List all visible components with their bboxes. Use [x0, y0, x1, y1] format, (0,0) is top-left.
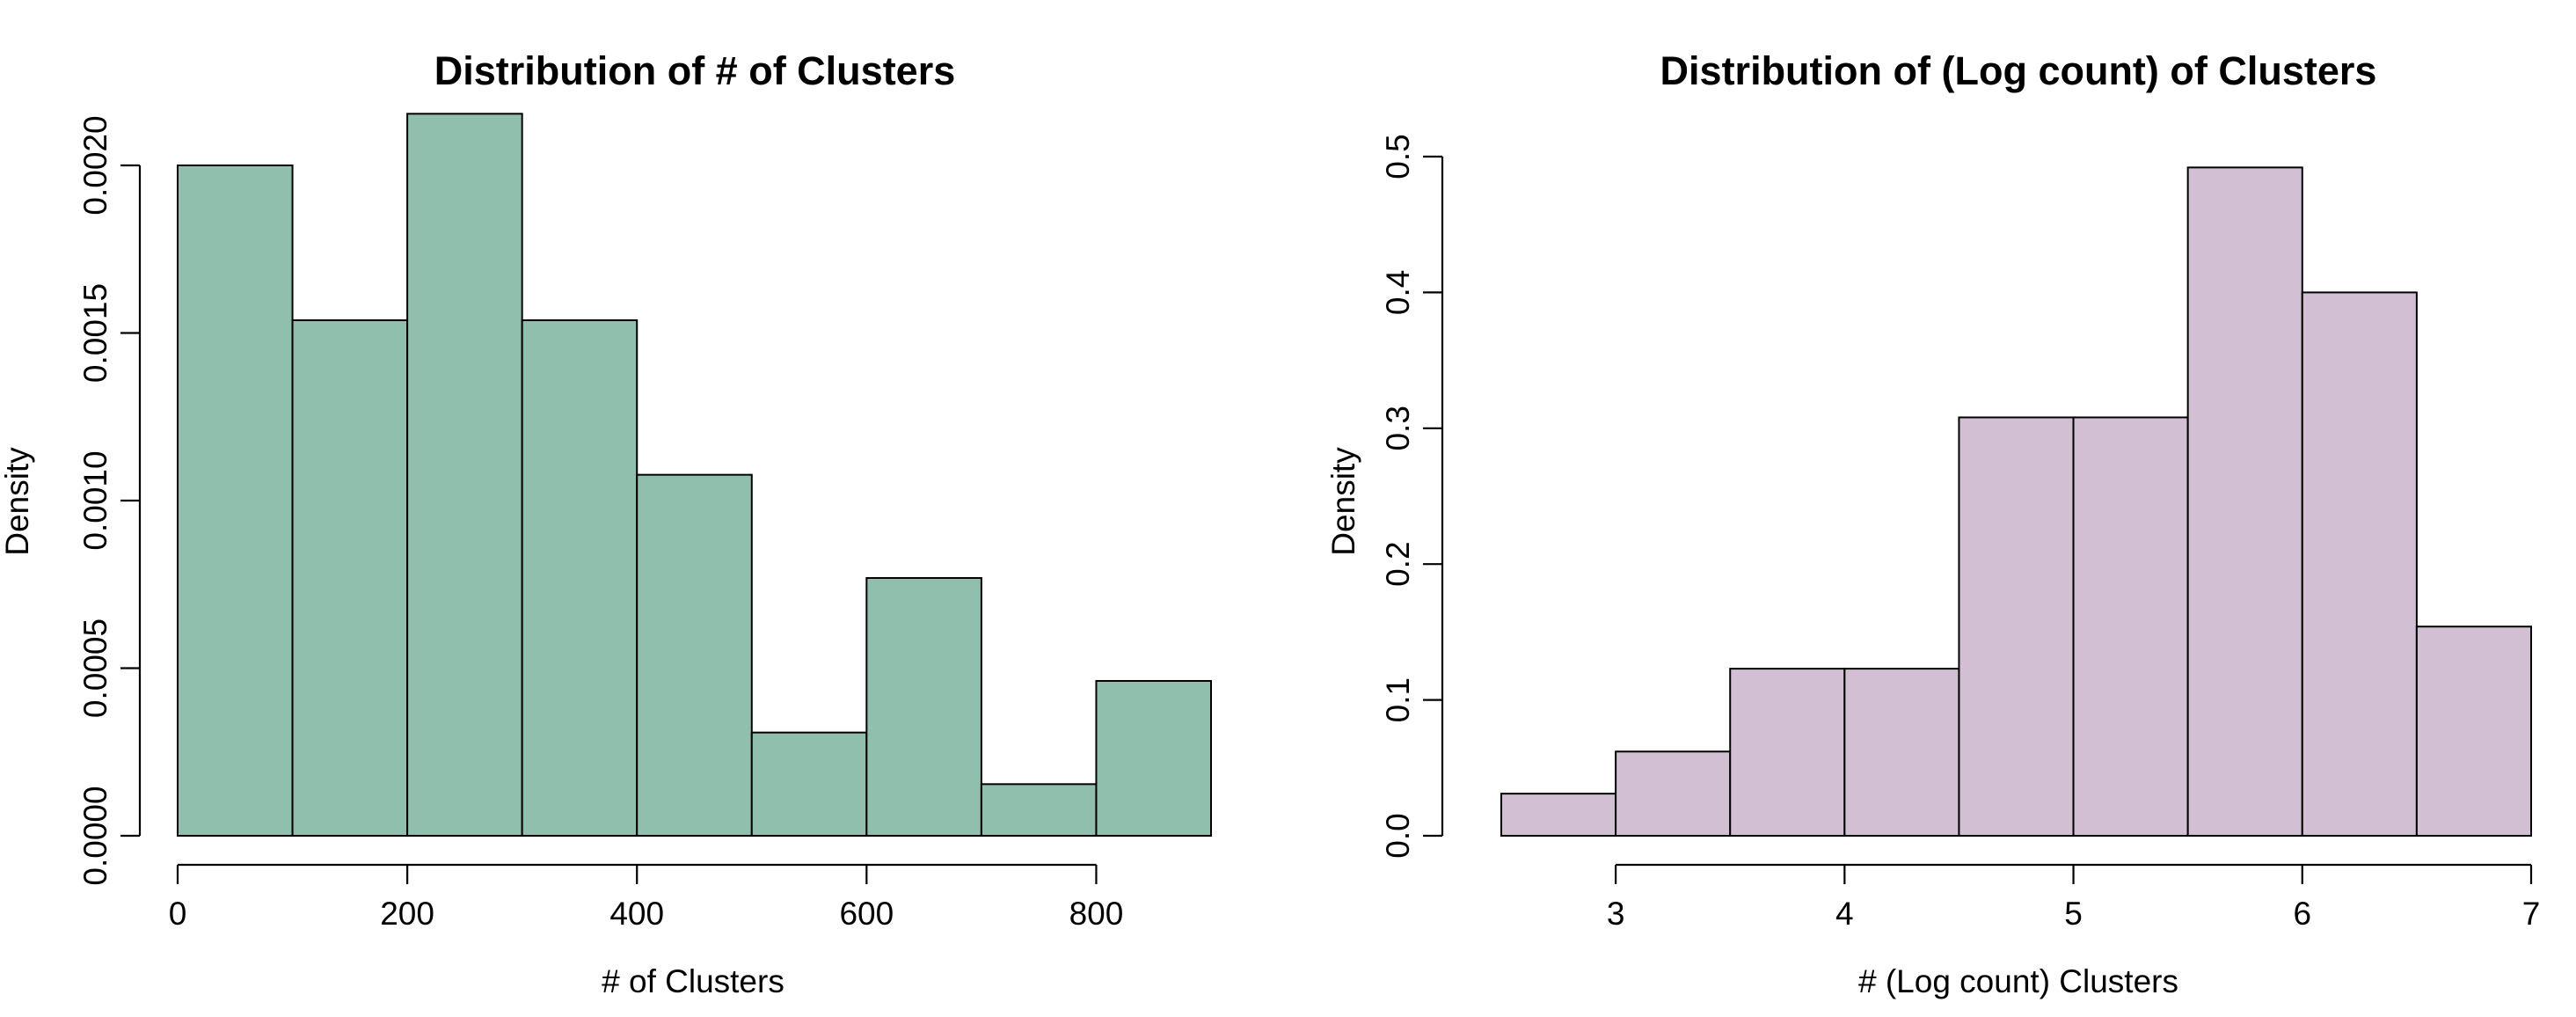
histogram-bar: [750, 731, 868, 837]
histogram-bars: [1500, 166, 2533, 838]
histogram-bar: [1095, 679, 1213, 838]
histogram-bar: [2072, 416, 2189, 837]
x-tick-label: 7: [2522, 896, 2541, 932]
histogram-bars: [177, 113, 1213, 838]
y-axis-label: Density: [1325, 447, 1361, 556]
x-axis-label: # of Clusters: [602, 963, 784, 999]
x-tick-label: 0: [169, 896, 187, 932]
x-tick-label: 200: [380, 896, 434, 932]
x-tick-label: 800: [1069, 896, 1124, 932]
histogram-bar: [1615, 750, 1732, 837]
histogram-bar: [1500, 793, 1617, 837]
histogram-bar: [291, 319, 409, 838]
y-tick-label: 0.0005: [77, 618, 113, 718]
x-axis: 0 200 400 600 800: [169, 863, 1124, 932]
y-tick-label: 0.0: [1380, 813, 1416, 858]
histogram-bar: [2415, 626, 2533, 837]
x-tick-label: 4: [1835, 896, 1854, 932]
x-axis-label: # (Log count) Clusters: [1858, 963, 2178, 999]
x-tick-label: 3: [1607, 896, 1625, 932]
x-tick-label: 6: [2293, 896, 2311, 932]
y-tick-label: 0.0010: [77, 450, 113, 550]
histogram-bar: [2301, 291, 2418, 837]
chart-title: Distribution of # of Clusters: [434, 48, 956, 93]
y-axis-label: Density: [0, 447, 35, 556]
y-axis: 0.0000 0.0005 0.0010 0.0015 0.0020: [77, 115, 142, 886]
y-tick-label: 0.0015: [77, 283, 113, 383]
y-tick-label: 0.4: [1380, 270, 1416, 315]
y-axis: 0.0 0.1 0.2 0.3 0.4 0.5: [1380, 134, 1444, 859]
y-tick-label: 0.1: [1380, 677, 1416, 722]
histogram-bar: [980, 783, 1098, 837]
histogram-bar: [1958, 416, 2075, 837]
histogram-bar: [406, 113, 523, 838]
histogram-bar: [2186, 166, 2303, 838]
x-axis: 3 4 5 6 7: [1607, 863, 2541, 932]
y-tick-label: 0.0000: [77, 786, 113, 885]
histogram-bar: [1729, 668, 1846, 838]
histogram-bar: [177, 165, 294, 837]
histogram-bar: [521, 319, 639, 838]
histogram-bar: [1843, 668, 1960, 838]
histogram-panel-clusters: Distribution of # of Clusters 0 200 400 600…: [0, 48, 1213, 999]
x-tick-label: 600: [839, 896, 894, 932]
y-tick-label: 0.3: [1380, 406, 1416, 450]
x-tick-label: 5: [2064, 896, 2083, 932]
histogram-bar: [636, 473, 753, 838]
y-tick-label: 0.2: [1380, 541, 1416, 586]
x-tick-label: 400: [609, 896, 664, 932]
y-tick-label: 0.0020: [77, 115, 113, 215]
y-tick-label: 0.5: [1380, 134, 1416, 179]
chart-title: Distribution of (Log count) of Clusters: [1660, 48, 2377, 93]
histogram-panel-log-clusters: Distribution of (Log count) of Clusters …: [1325, 48, 2540, 999]
histogram-bar: [865, 577, 982, 837]
